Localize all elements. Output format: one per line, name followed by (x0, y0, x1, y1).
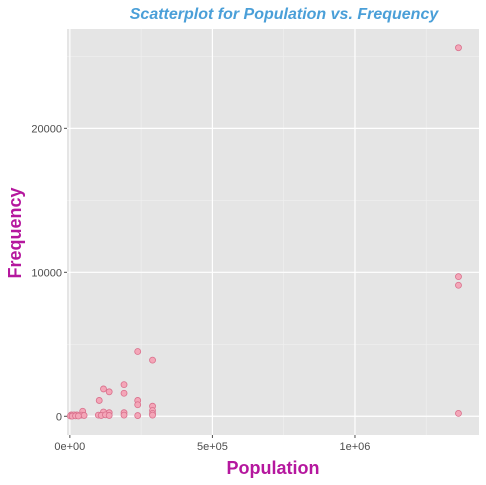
data-point (455, 44, 462, 52)
minor-gridlines (67, 29, 479, 435)
data-point (149, 411, 156, 419)
chart-title: Scatterplot for Population vs. Frequency (130, 6, 440, 23)
x-tick-label: 0e+00 (54, 441, 85, 453)
data-point (134, 348, 142, 355)
x-axis-ticks: 0e+00 5e+05 1e+06 (54, 435, 370, 453)
data-point (134, 401, 142, 409)
data-point (100, 385, 107, 393)
y-tick-label: 0 (56, 411, 62, 423)
y-axis-title: Frequency (5, 187, 25, 278)
data-point (95, 397, 103, 404)
major-gridlines (67, 29, 479, 435)
data-points (67, 44, 462, 420)
data-point (455, 281, 462, 289)
x-tick-label: 1e+06 (340, 441, 371, 453)
y-tick-label: 10000 (31, 267, 62, 279)
data-point (134, 412, 142, 419)
data-point (120, 411, 128, 419)
data-point (105, 412, 113, 419)
data-point (455, 273, 462, 281)
plot-panel (67, 29, 479, 435)
data-point (120, 381, 128, 389)
data-point (75, 412, 82, 420)
y-tick-label: 20000 (31, 123, 62, 135)
data-point (120, 389, 128, 397)
data-point (149, 356, 156, 364)
data-point (455, 410, 462, 417)
y-axis-ticks: 0 10000 20000 (31, 123, 67, 423)
x-axis-title: Population (227, 458, 320, 478)
data-point (105, 388, 113, 396)
x-tick-label: 5e+05 (197, 441, 228, 453)
data-point (80, 412, 88, 419)
